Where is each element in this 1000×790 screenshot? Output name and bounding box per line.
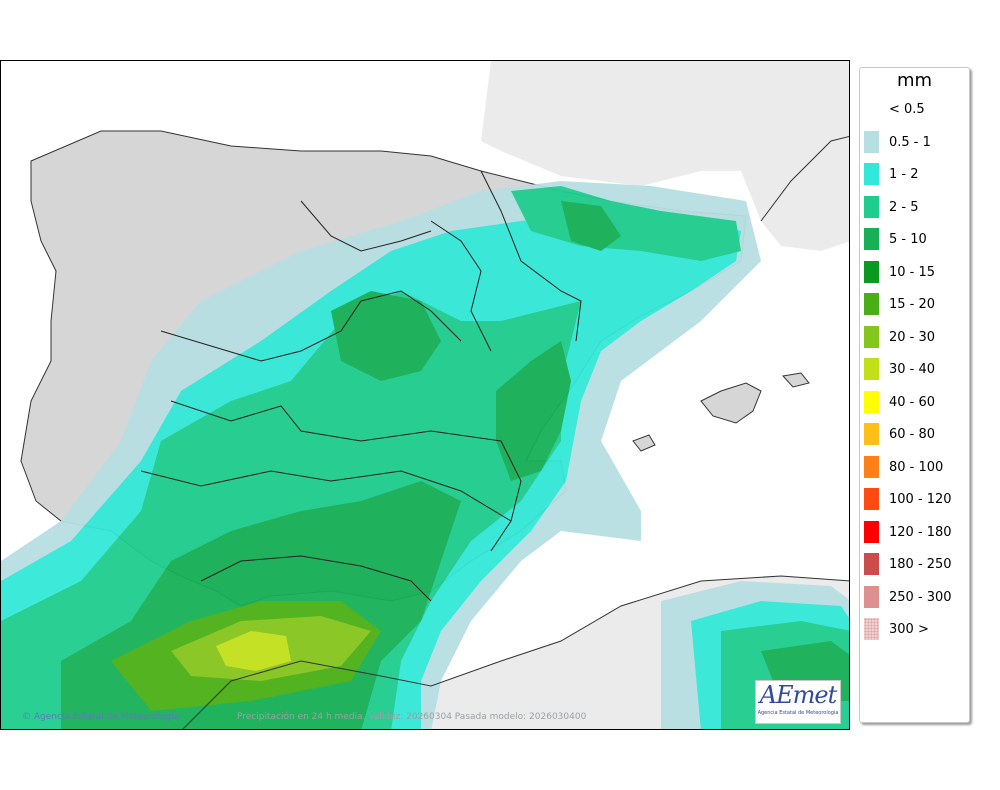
copyright-credit: © Agencia Estatal de Meteorología	[22, 712, 180, 722]
legend-item: 20 - 30	[860, 325, 969, 348]
legend-label: 5 - 10	[889, 232, 927, 247]
menorca-land	[782, 372, 810, 388]
precip-5-10-catalonia	[561, 201, 621, 251]
logo-subtitle: Agencia Estatal de Meteorología	[757, 710, 839, 716]
legend-item: 0.5 - 1	[860, 130, 969, 153]
legend-swatch	[864, 488, 879, 510]
legend-label: 15 - 20	[889, 297, 936, 312]
mallorca-land	[700, 382, 762, 424]
legend-label: < 0.5	[889, 102, 925, 117]
legend-label: 2 - 5	[889, 199, 919, 215]
legend-unit: mm	[896, 70, 933, 91]
legend-label: 0.5 - 1	[889, 134, 931, 150]
legend-item: 1 - 2	[860, 163, 969, 185]
ibiza-land	[632, 434, 656, 452]
legend-item: 15 - 20	[860, 293, 969, 315]
legend-panel: mm < 0.5 0.5 - 1 1 - 2 2 - 5 5 - 10 10 - 15 15…	[859, 67, 970, 723]
map-caption: Precipitación en 24 h media. Validez: 20…	[237, 712, 587, 722]
legend-label: 300 >	[889, 622, 929, 637]
legend-swatch	[864, 390, 879, 413]
legend-label: 10 - 15	[889, 264, 936, 280]
precipitation-map	[0, 60, 850, 730]
legend-swatch	[864, 618, 879, 640]
logo-text: AEmet	[759, 681, 837, 709]
legend-swatch	[864, 130, 879, 153]
legend-swatch	[864, 520, 879, 543]
precip-5-10-valencia	[496, 341, 571, 481]
legend-item: 180 - 250	[860, 553, 969, 575]
legend-label: 120 - 180	[889, 524, 952, 540]
legend-swatch	[864, 553, 879, 575]
legend-item: 300 >	[860, 618, 969, 640]
legend-swatch	[864, 423, 879, 445]
legend-label: 100 - 120	[889, 492, 952, 507]
legend-item: 30 - 40	[860, 358, 969, 380]
legend-item: 80 - 100	[860, 455, 969, 478]
legend-swatch	[864, 293, 879, 315]
region-borders	[140, 170, 582, 602]
legend-item: 120 - 180	[860, 520, 969, 543]
legend-label: 30 - 40	[889, 362, 936, 377]
legend-label: 40 - 60	[889, 394, 936, 410]
legend-item: 60 - 80	[860, 423, 969, 445]
legend-item: 5 - 10	[860, 228, 969, 250]
legend-swatch	[864, 358, 879, 380]
legend-swatch	[864, 163, 879, 185]
legend-swatch	[864, 228, 879, 250]
aemet-logo: AEmet Agencia Estatal de Meteorología	[755, 680, 841, 724]
legend-label: 80 - 100	[889, 459, 944, 475]
legend-item: 250 - 300	[860, 585, 969, 608]
legend-swatch	[864, 585, 879, 608]
legend-swatch	[864, 455, 879, 478]
france-land	[481, 61, 849, 251]
legend-swatch	[864, 325, 879, 348]
map-canvas	[1, 61, 849, 729]
legend-item: 10 - 15	[860, 260, 969, 283]
legend-swatch	[864, 98, 879, 120]
legend-label: 60 - 80	[889, 427, 936, 442]
precip-5-10-interior	[331, 291, 441, 381]
legend-label: 20 - 30	[889, 329, 936, 345]
legend-swatch	[864, 195, 879, 218]
legend-item: 100 - 120	[860, 488, 969, 510]
legend-label: 180 - 250	[889, 557, 952, 572]
legend-item: 40 - 60	[860, 390, 969, 413]
legend-label: 1 - 2	[889, 167, 919, 182]
legend-item: < 0.5	[860, 98, 969, 120]
legend-item: 2 - 5	[860, 195, 969, 218]
coastline	[182, 135, 849, 729]
precip-30-40	[216, 631, 291, 671]
precipitation-layers	[1, 181, 849, 729]
legend-swatch	[864, 260, 879, 283]
legend-label: 250 - 300	[889, 589, 952, 605]
